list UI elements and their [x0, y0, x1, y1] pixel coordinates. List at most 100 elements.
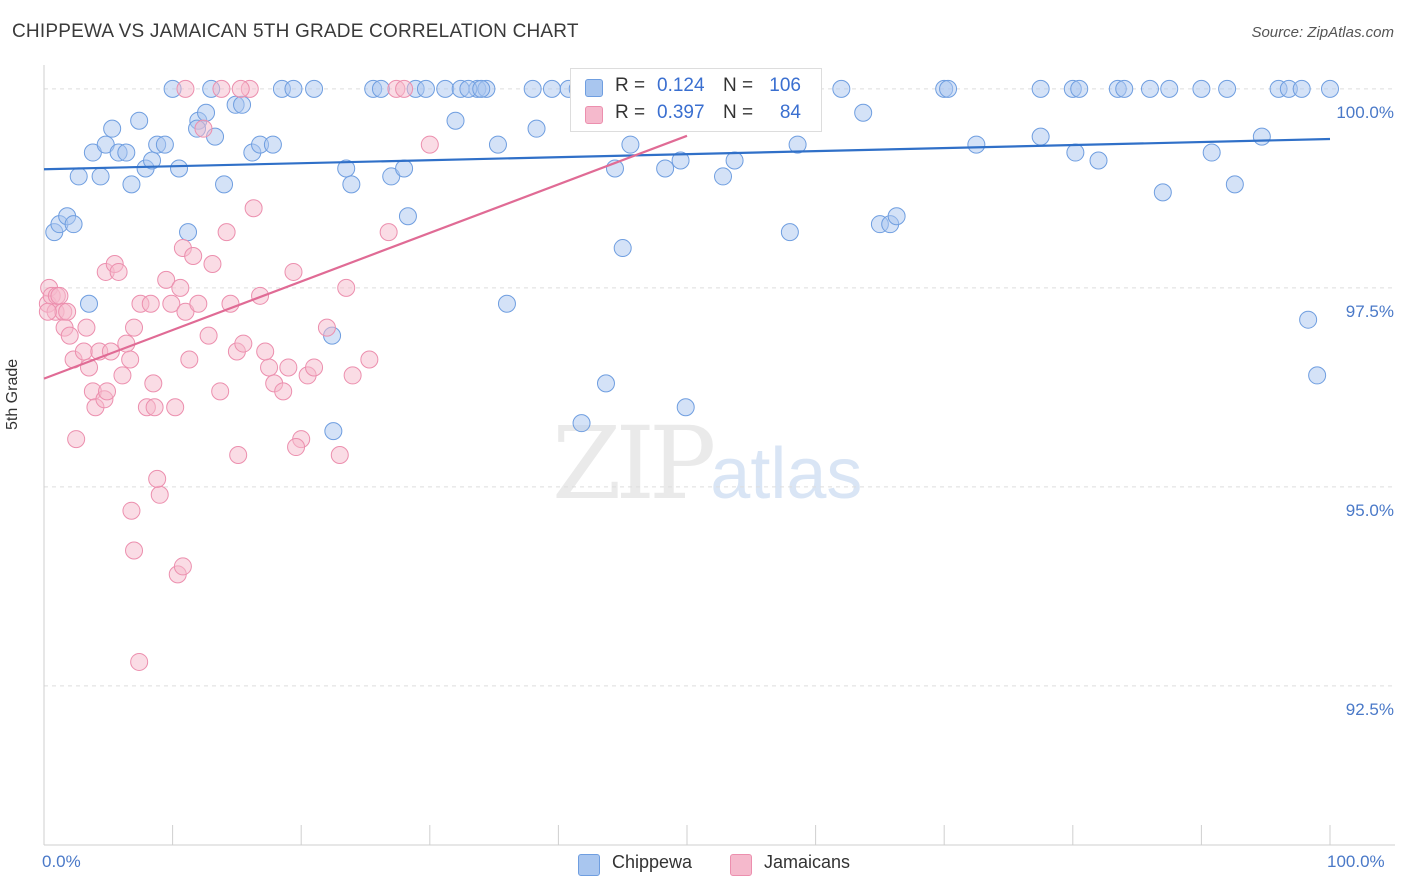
y-axis-label: 5th Grade: [4, 358, 21, 430]
jamaican-point: [150, 485, 169, 504]
y-tick-label: 97.5%: [1345, 301, 1394, 321]
jamaican-point: [98, 382, 117, 401]
chippewa-point: [1321, 79, 1339, 98]
chippewa-legend-swatch: [578, 854, 600, 876]
chippewa-point: [96, 135, 115, 154]
chippewa-point: [416, 79, 435, 98]
chippewa-point: [1031, 79, 1050, 98]
chippewa-point: [488, 135, 507, 154]
chippewa-point: [263, 135, 282, 154]
chippewa-point: [91, 167, 110, 186]
jamaican-point: [157, 270, 176, 289]
chippewa-point: [170, 159, 189, 178]
y-tick-label: 92.5%: [1345, 699, 1394, 719]
axis-layer: [43, 65, 1395, 846]
jamaican-point: [74, 342, 93, 361]
chippewa-point: [436, 79, 455, 98]
chippewa-point: [398, 207, 417, 226]
chippewa-point: [69, 167, 88, 186]
chippewa-point: [103, 119, 122, 138]
chippewa-point: [1089, 151, 1108, 170]
jamaican-point: [176, 302, 195, 321]
chippewa-point: [1202, 143, 1221, 162]
jamaican-point: [166, 398, 185, 417]
chippewa-point: [197, 103, 216, 122]
chippewa-point: [780, 223, 799, 242]
jamaican-point: [58, 302, 77, 321]
jamaican-point: [260, 358, 279, 377]
jamaican-point: [194, 119, 213, 138]
watermark: ZIPatlas: [552, 405, 862, 522]
legend-label-jamaicans: Jamaicans: [764, 852, 851, 872]
chippewa-point: [446, 111, 465, 130]
jamaican-point: [217, 223, 236, 242]
chippewa-point: [1299, 310, 1318, 329]
jamaican-point: [317, 318, 336, 337]
jamaican-point: [162, 294, 181, 313]
chippewa-point: [395, 159, 414, 178]
chippewa-point: [572, 414, 591, 433]
jamaican-point: [189, 294, 208, 313]
jamaican-point: [67, 430, 86, 449]
chippewa-point: [117, 143, 136, 162]
jamaican-point: [148, 469, 167, 488]
jamaican-point: [60, 326, 79, 345]
jamaican-point: [379, 223, 398, 242]
chippewa-point: [671, 151, 690, 170]
jamaican-point: [180, 350, 199, 369]
chippewa-point: [1115, 79, 1134, 98]
jamaican-point: [279, 358, 298, 377]
jamaican-point: [395, 79, 414, 98]
chippewa-trend-line: [43, 137, 1331, 171]
x-tick-label-min: 0.0%: [42, 852, 81, 871]
jamaican-point: [212, 79, 231, 98]
chippewa-point: [1192, 79, 1211, 98]
r-value: 0.124: [657, 75, 705, 96]
chippewa-point: [497, 294, 516, 313]
chippewa-point: [284, 79, 303, 98]
chippewa-point: [382, 167, 401, 186]
jamaican-point: [251, 286, 270, 305]
jamaican-point: [77, 318, 96, 337]
chippewa-point: [342, 175, 361, 194]
jamaican-legend-swatch: [730, 854, 752, 876]
chippewa-point: [613, 239, 632, 258]
chippewa-point: [542, 79, 561, 98]
jamaican-point: [274, 382, 293, 401]
y-tick-label: 100.0%: [1336, 102, 1394, 122]
chippewa-point: [1160, 79, 1179, 98]
chippewa-point: [832, 79, 851, 98]
jamaican-point: [144, 374, 163, 393]
jamaican-point: [109, 262, 128, 281]
chippewa-point: [155, 135, 174, 154]
jamaican-point: [343, 366, 362, 385]
jamaican-point: [125, 318, 144, 337]
stats-row-chippewa: R = 0.124 N = 106: [571, 75, 821, 101]
jamaican-point: [145, 398, 164, 417]
jamaican-point: [211, 382, 230, 401]
chippewa-point: [523, 79, 542, 98]
chippewa-point: [371, 79, 390, 98]
jamaican-point: [231, 79, 250, 98]
jamaican-point: [256, 342, 275, 361]
chippewa-point: [64, 215, 83, 234]
jamaican-point: [234, 334, 253, 353]
n-label: N =: [723, 75, 754, 96]
chippewa-point: [596, 374, 615, 393]
chippewa-point: [1070, 79, 1089, 98]
chippewa-point: [1225, 175, 1244, 194]
chippewa-point: [939, 79, 958, 98]
chippewa-point: [1218, 79, 1237, 98]
chart-source: Source: ZipAtlas.com: [1251, 24, 1394, 41]
jamaican-point: [420, 135, 439, 154]
r-value: 0.397: [657, 102, 705, 123]
jamaican-point: [121, 350, 140, 369]
jamaican-swatch: [585, 106, 603, 124]
jamaican-point: [130, 652, 149, 671]
chippewa-point: [1140, 79, 1159, 98]
jamaican-point: [184, 247, 203, 266]
jamaican-point: [337, 278, 356, 297]
chippewa-point: [215, 175, 234, 194]
chippewa-point: [725, 151, 744, 170]
